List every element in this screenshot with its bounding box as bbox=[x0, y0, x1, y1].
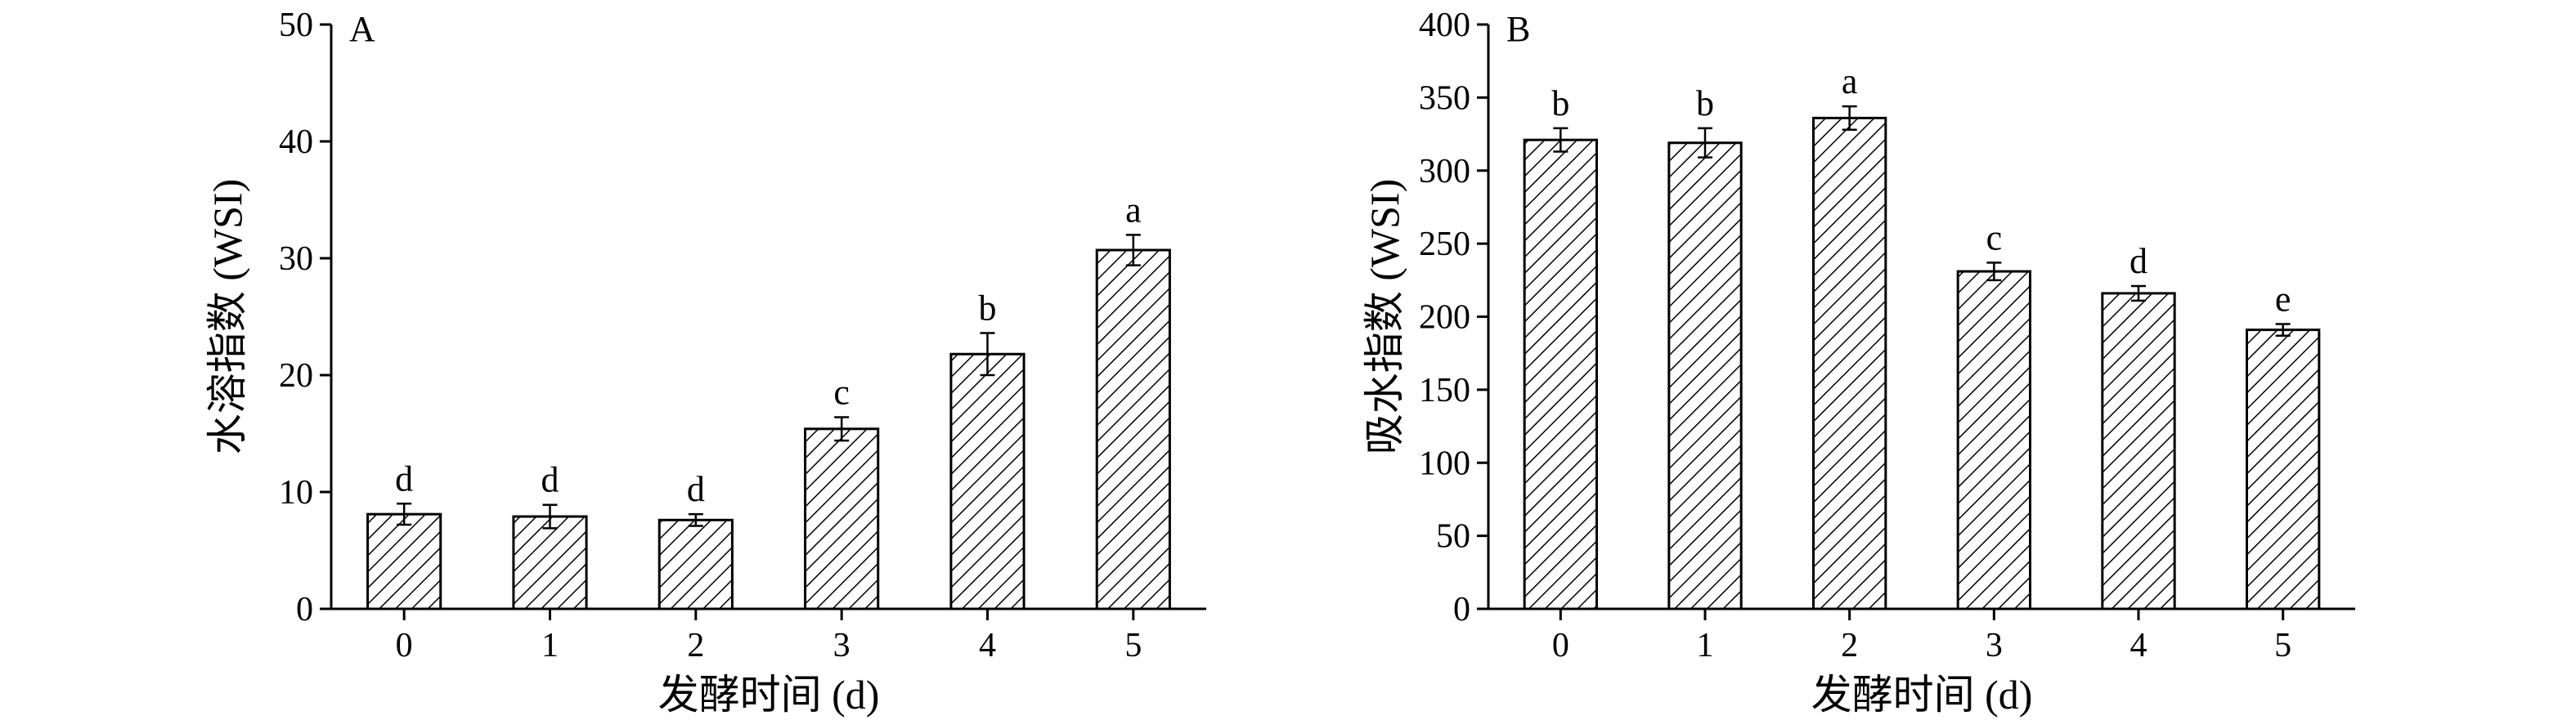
significance-letter: e bbox=[2275, 279, 2291, 319]
y-tick-label: 400 bbox=[1419, 7, 1470, 44]
y-tick-label: 300 bbox=[1419, 153, 1470, 190]
x-tick-label: 0 bbox=[1552, 627, 1569, 664]
x-axis-title: 发酵时间 (d) bbox=[658, 672, 880, 718]
x-tick-label: 1 bbox=[1697, 627, 1714, 664]
bar bbox=[949, 352, 1025, 610]
bar bbox=[1812, 116, 1887, 610]
panel-label: A bbox=[349, 9, 375, 49]
significance-letter: a bbox=[1125, 190, 1142, 230]
y-tick-label: 50 bbox=[279, 7, 313, 44]
x-tick-label: 3 bbox=[1986, 627, 2003, 664]
bar bbox=[1956, 270, 2032, 610]
bar bbox=[366, 512, 442, 610]
x-tick-label: 4 bbox=[979, 627, 996, 664]
x-tick-label: 4 bbox=[2130, 627, 2147, 664]
significance-letter: d bbox=[541, 460, 559, 500]
x-tick-label: 5 bbox=[1124, 627, 1142, 664]
significance-letter: d bbox=[395, 458, 413, 499]
x-tick-label: 3 bbox=[833, 627, 850, 664]
y-tick-label: 0 bbox=[296, 591, 313, 628]
y-tick-label: 30 bbox=[279, 240, 313, 278]
significance-letter: b bbox=[1696, 83, 1714, 123]
bar bbox=[1523, 138, 1598, 610]
bar bbox=[657, 518, 734, 610]
x-tick-label: 2 bbox=[687, 627, 704, 664]
bar bbox=[1667, 141, 1743, 610]
y-tick-label: 200 bbox=[1419, 299, 1470, 337]
x-axis-title: 发酵时间 (d) bbox=[1811, 672, 2033, 718]
y-tick-label: 0 bbox=[1453, 591, 1470, 628]
bar bbox=[2246, 329, 2321, 610]
significance-letter: d bbox=[2129, 241, 2147, 281]
y-tick-label: 10 bbox=[279, 474, 313, 512]
chart-a: 0 10 20 30 40 50 d 0 d 1 d 2 c 3 b 4 a 5 A 发酵时间 (d) 水溶指数 (WS… bbox=[204, 7, 1206, 718]
significance-letter: a bbox=[1842, 61, 1858, 101]
significance-letter: d bbox=[687, 469, 705, 509]
significance-letter: c bbox=[833, 372, 850, 412]
bar bbox=[1095, 248, 1171, 610]
y-tick-label: 150 bbox=[1419, 372, 1470, 409]
x-tick-label: 2 bbox=[1841, 627, 1858, 664]
bar bbox=[512, 515, 588, 610]
bar bbox=[804, 427, 880, 610]
y-tick-label: 100 bbox=[1419, 445, 1470, 482]
y-tick-label: 40 bbox=[279, 123, 313, 161]
bar bbox=[2101, 292, 2176, 610]
x-tick-label: 1 bbox=[541, 627, 559, 664]
significance-letter: b bbox=[1551, 83, 1569, 123]
y-axis-title: 吸水指数 (WSI) bbox=[1362, 179, 1407, 454]
y-tick-label: 250 bbox=[1419, 226, 1470, 263]
x-tick-label: 5 bbox=[2274, 627, 2291, 664]
y-tick-label: 20 bbox=[279, 357, 313, 395]
chart-b: 0 50 100 150 200 250 300 350 400 b 0 b 1 a 2 c 3 d 4 e 5 B 发酵时… bbox=[1362, 7, 2355, 718]
significance-letter: c bbox=[1986, 217, 2003, 257]
y-axis-title: 水溶指数 (WSI) bbox=[204, 179, 250, 454]
significance-letter: b bbox=[979, 288, 997, 329]
y-tick-label: 50 bbox=[1436, 518, 1470, 556]
panel-label: B bbox=[1506, 9, 1530, 49]
x-tick-label: 0 bbox=[396, 627, 413, 664]
y-tick-label: 350 bbox=[1419, 79, 1470, 117]
